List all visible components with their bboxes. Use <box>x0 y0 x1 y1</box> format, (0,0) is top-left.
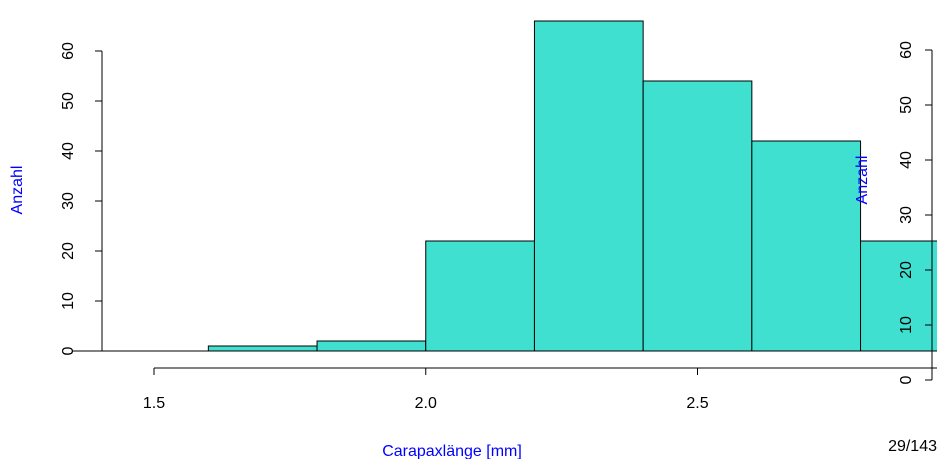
y-tick-label-right: 0 <box>898 375 915 384</box>
y-axis-title: Anzahl <box>9 166 26 215</box>
y-tick-label-right: 10 <box>898 316 915 334</box>
histogram-bar <box>533 20 644 352</box>
y-tick-label: 0 <box>60 346 77 355</box>
y-tick-label: 20 <box>60 242 77 260</box>
histogram-bar <box>642 80 753 352</box>
histogram-bar <box>860 240 937 352</box>
y-tick-label: 40 <box>60 142 77 160</box>
y-tick-label-right: 60 <box>898 41 915 59</box>
page-number: 29/143 <box>888 438 937 455</box>
y-tick-label: 50 <box>60 92 77 110</box>
y-tick-label: 10 <box>60 292 77 310</box>
histogram-partial: 0 10 20 30 40 50 60 <box>898 41 933 384</box>
histogram-bar <box>751 140 862 352</box>
y-tick-label-right: 30 <box>898 206 915 224</box>
histogram-bar <box>207 345 318 352</box>
y-axis-title-right: Anzahl <box>854 156 871 205</box>
y-tick-label-right: 50 <box>898 96 915 114</box>
x-tick-label: 2.0 <box>415 395 437 412</box>
x-tick-label: 1.5 <box>143 395 165 412</box>
x-tick-label: 2.5 <box>686 395 708 412</box>
x-axis-title: Carapaxlänge [mm] <box>382 443 522 459</box>
y-tick-label: 60 <box>60 42 77 60</box>
y-tick-label-right: 20 <box>898 261 915 279</box>
y-tick-label-right: 40 <box>898 151 915 169</box>
y-tick-label: 30 <box>60 192 77 210</box>
histogram-bar <box>425 240 535 352</box>
histogram-bar <box>316 340 427 352</box>
